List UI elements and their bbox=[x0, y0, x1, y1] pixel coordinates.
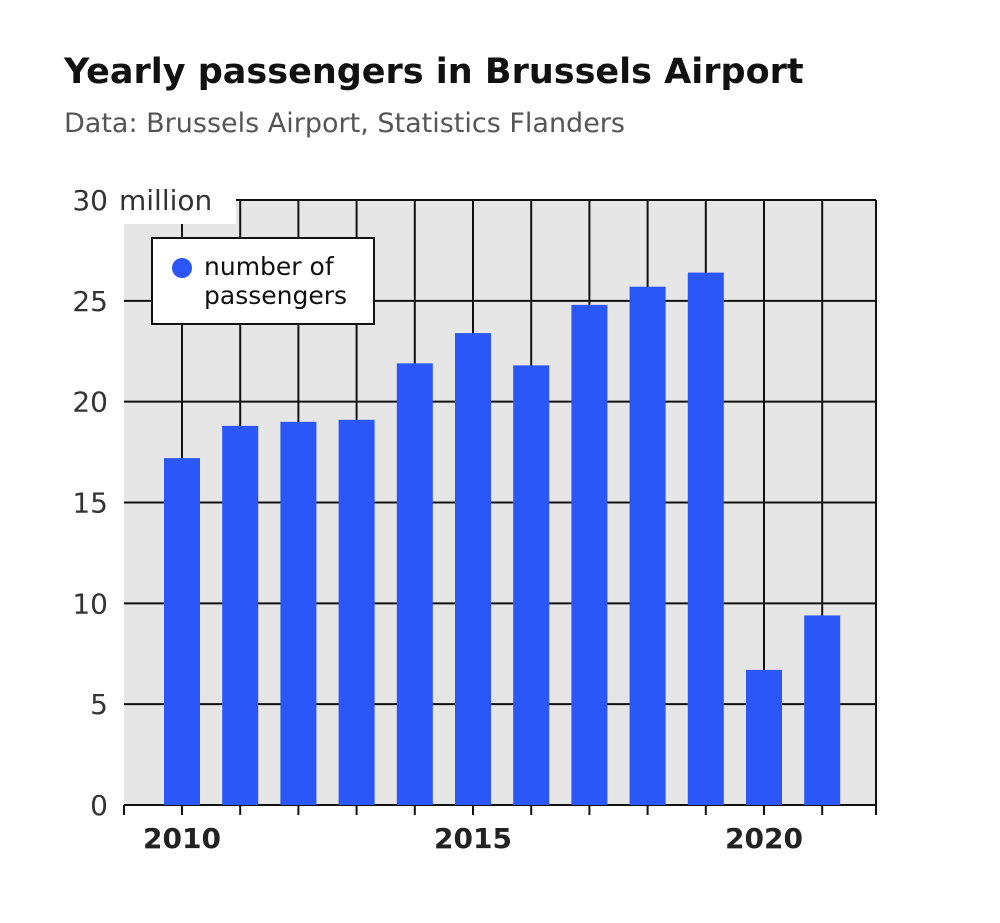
bar bbox=[746, 669, 782, 805]
bar bbox=[222, 425, 259, 805]
y-tick-label: 10 bbox=[72, 587, 108, 620]
y-tick-label: 0 bbox=[90, 789, 108, 822]
x-tick-label: 2020 bbox=[725, 822, 803, 855]
bar bbox=[396, 363, 433, 805]
legend-marker bbox=[172, 258, 192, 278]
bar bbox=[804, 615, 841, 805]
bar bbox=[513, 365, 550, 805]
y-tick-label: 20 bbox=[72, 386, 108, 419]
top-label-mask bbox=[0, 176, 236, 224]
legend-box bbox=[151, 237, 375, 325]
y-tick-label: 5 bbox=[90, 688, 108, 721]
bar bbox=[164, 458, 200, 805]
legend-label-line1: number of bbox=[204, 252, 335, 281]
bar bbox=[687, 272, 724, 806]
chart-subtitle: Data: Brussels Airport, Statistics Fland… bbox=[64, 108, 625, 139]
bar bbox=[629, 286, 666, 805]
chart-title: Yearly passengers in Brussels Airport bbox=[64, 52, 804, 92]
y-tick-label: 30 bbox=[72, 184, 108, 217]
x-tick-label: 2015 bbox=[434, 822, 512, 855]
y-tick-label: 25 bbox=[72, 285, 108, 318]
x-tick-label: 2010 bbox=[143, 822, 221, 855]
bar bbox=[280, 421, 317, 805]
bar bbox=[338, 419, 375, 805]
bar bbox=[455, 333, 491, 805]
bar bbox=[571, 304, 608, 805]
legend-label-line2: passengers bbox=[204, 281, 347, 310]
y-unit-label: million bbox=[119, 184, 212, 217]
y-tick-label: 15 bbox=[72, 487, 108, 520]
